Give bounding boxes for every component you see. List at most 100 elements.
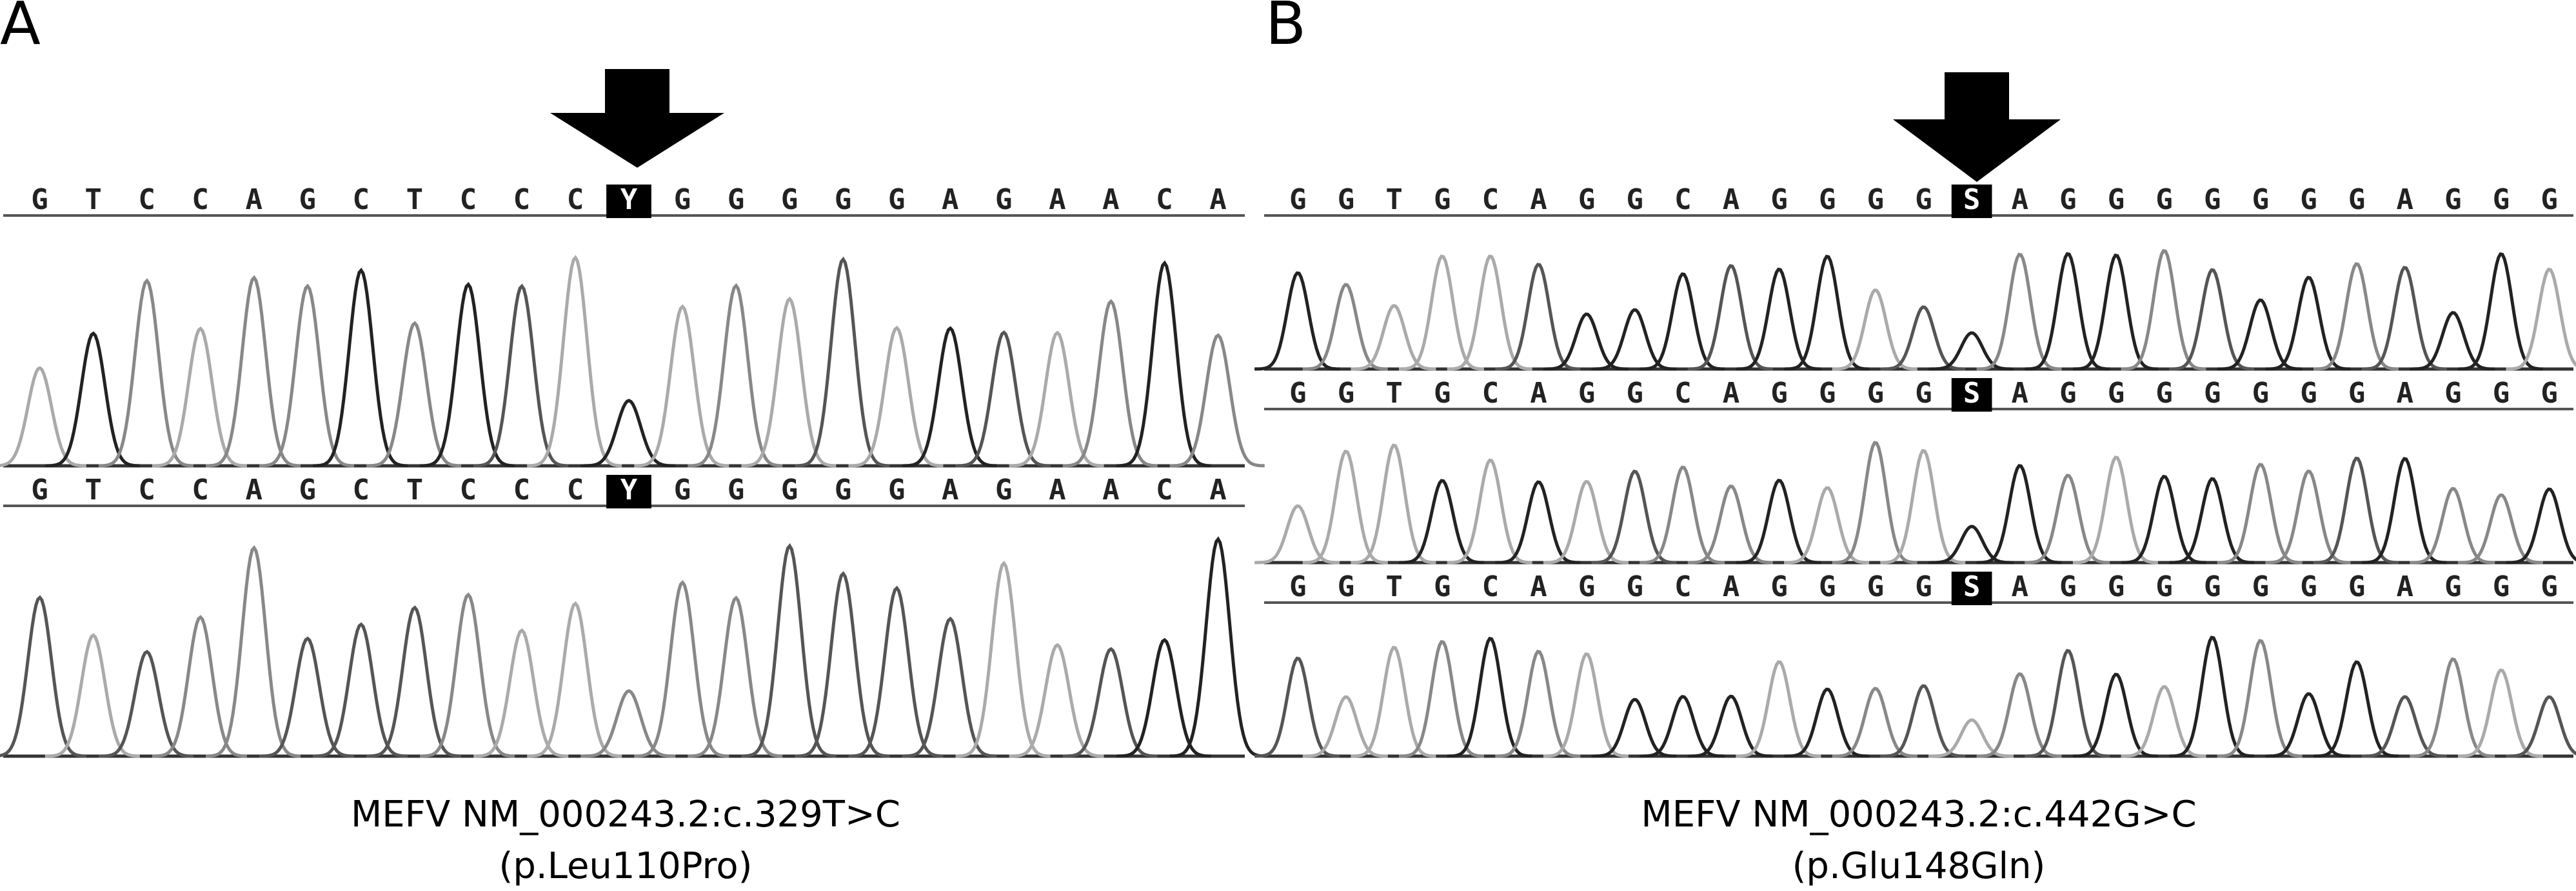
base-call: G — [2300, 183, 2317, 216]
base-call: T — [1385, 183, 1403, 216]
trace-peak — [1543, 312, 1629, 371]
trace-peak — [473, 628, 569, 758]
base-call: G — [1338, 570, 1355, 603]
base-call: S — [1963, 570, 1981, 603]
trace-peak — [1736, 267, 1821, 371]
trace-peak — [1169, 333, 1265, 468]
base-call: G — [1289, 377, 1307, 410]
trace-peak — [1591, 308, 1677, 371]
trace-peak — [902, 326, 997, 468]
base-call: G — [1867, 377, 1885, 410]
base-call: G — [2348, 570, 2366, 603]
trace-peak — [1880, 305, 1966, 371]
base-call: G — [1578, 183, 1596, 216]
base-call: A — [1049, 474, 1066, 506]
base-call: G — [1819, 377, 1836, 410]
base-call: S — [1963, 377, 1981, 410]
trace-peak — [1543, 652, 1629, 758]
base-call: G — [2493, 183, 2510, 216]
base-call: A — [2397, 570, 2414, 603]
base-call: G — [1338, 377, 1355, 410]
trace-peak — [2169, 268, 2255, 371]
trace-peak — [2506, 695, 2576, 758]
trace-peak — [152, 326, 247, 468]
base-call: G — [781, 183, 798, 216]
trace-peak — [1543, 479, 1629, 565]
base-call: G — [2252, 377, 2270, 410]
trace-peak — [2217, 298, 2303, 371]
base-call: G — [31, 183, 48, 216]
base-call: G — [2541, 570, 2558, 603]
base-call: C — [1482, 183, 1500, 216]
base-call: A — [245, 474, 263, 506]
base-call: C — [138, 183, 155, 216]
trace-peak — [955, 330, 1051, 468]
base-call: G — [2444, 377, 2462, 410]
trace-peak — [634, 579, 729, 758]
trace-peak — [2410, 657, 2495, 758]
base-call: G — [31, 474, 48, 506]
base-call: G — [2444, 570, 2462, 603]
base-call: G — [299, 474, 316, 506]
trace-peak — [366, 321, 462, 468]
trace-peak — [1495, 480, 1581, 565]
base-call: G — [1867, 183, 1885, 216]
trace-peak — [1687, 264, 1773, 371]
trace-peak — [1832, 686, 1917, 758]
base-call: C — [1156, 474, 1173, 506]
base-call: G — [1289, 183, 1307, 216]
base-call: A — [2012, 377, 2029, 410]
trace-peak — [1447, 636, 1532, 758]
base-call: A — [1723, 183, 1740, 216]
trace-peak — [1976, 672, 2062, 758]
base-call: G — [2300, 570, 2317, 603]
trace-peak — [2265, 469, 2351, 565]
base-call: G — [1770, 570, 1788, 603]
trace-peak — [2410, 311, 2495, 371]
trace-peak — [1736, 478, 1821, 565]
base-call: G — [995, 183, 1013, 216]
base-call: G — [2300, 377, 2317, 410]
trace-peak — [688, 283, 783, 468]
trace-peak — [2169, 636, 2255, 758]
base-call: C — [1156, 183, 1173, 216]
trace-peak — [1398, 479, 1484, 565]
base-call: G — [2444, 183, 2462, 216]
trace-peak — [795, 256, 890, 468]
trace-peak — [2072, 672, 2158, 758]
trace-peak — [741, 543, 837, 758]
base-call: A — [1530, 570, 1547, 603]
trace-peak — [2361, 266, 2447, 371]
base-call: C — [460, 474, 477, 506]
caption: MEFV NM_000243.2:c.442G>C — [1641, 794, 2196, 836]
panel-label: B — [1265, 0, 1306, 58]
trace-peak — [2361, 695, 2447, 758]
trace-peak — [2457, 493, 2543, 565]
base-call: G — [2155, 570, 2173, 603]
trace-peak — [2361, 457, 2447, 565]
trace-peak — [2169, 477, 2255, 565]
trace-peak — [2025, 474, 2110, 565]
base-call: G — [1867, 570, 1885, 603]
trace-peak — [1062, 299, 1158, 468]
trace-peak — [2217, 463, 2303, 565]
trace-peak — [1495, 650, 1581, 758]
base-call: G — [299, 183, 316, 216]
base-call: G — [1434, 570, 1451, 603]
base-call: C — [567, 474, 584, 506]
base-call: A — [1723, 570, 1740, 603]
caption: (p.Leu110Pro) — [499, 845, 753, 887]
base-call: G — [1819, 183, 1836, 216]
trace-peak — [795, 571, 890, 758]
trace-peak — [1784, 687, 1870, 758]
base-call: T — [406, 474, 424, 506]
base-call: T — [84, 474, 102, 506]
arrow-b — [1893, 72, 2061, 182]
base-call: A — [1102, 474, 1120, 506]
base-call: C — [138, 474, 155, 506]
trace-peak — [527, 255, 622, 468]
base-call: Y — [620, 183, 638, 216]
base-call: G — [2348, 377, 2366, 410]
base-call: Y — [620, 474, 638, 506]
